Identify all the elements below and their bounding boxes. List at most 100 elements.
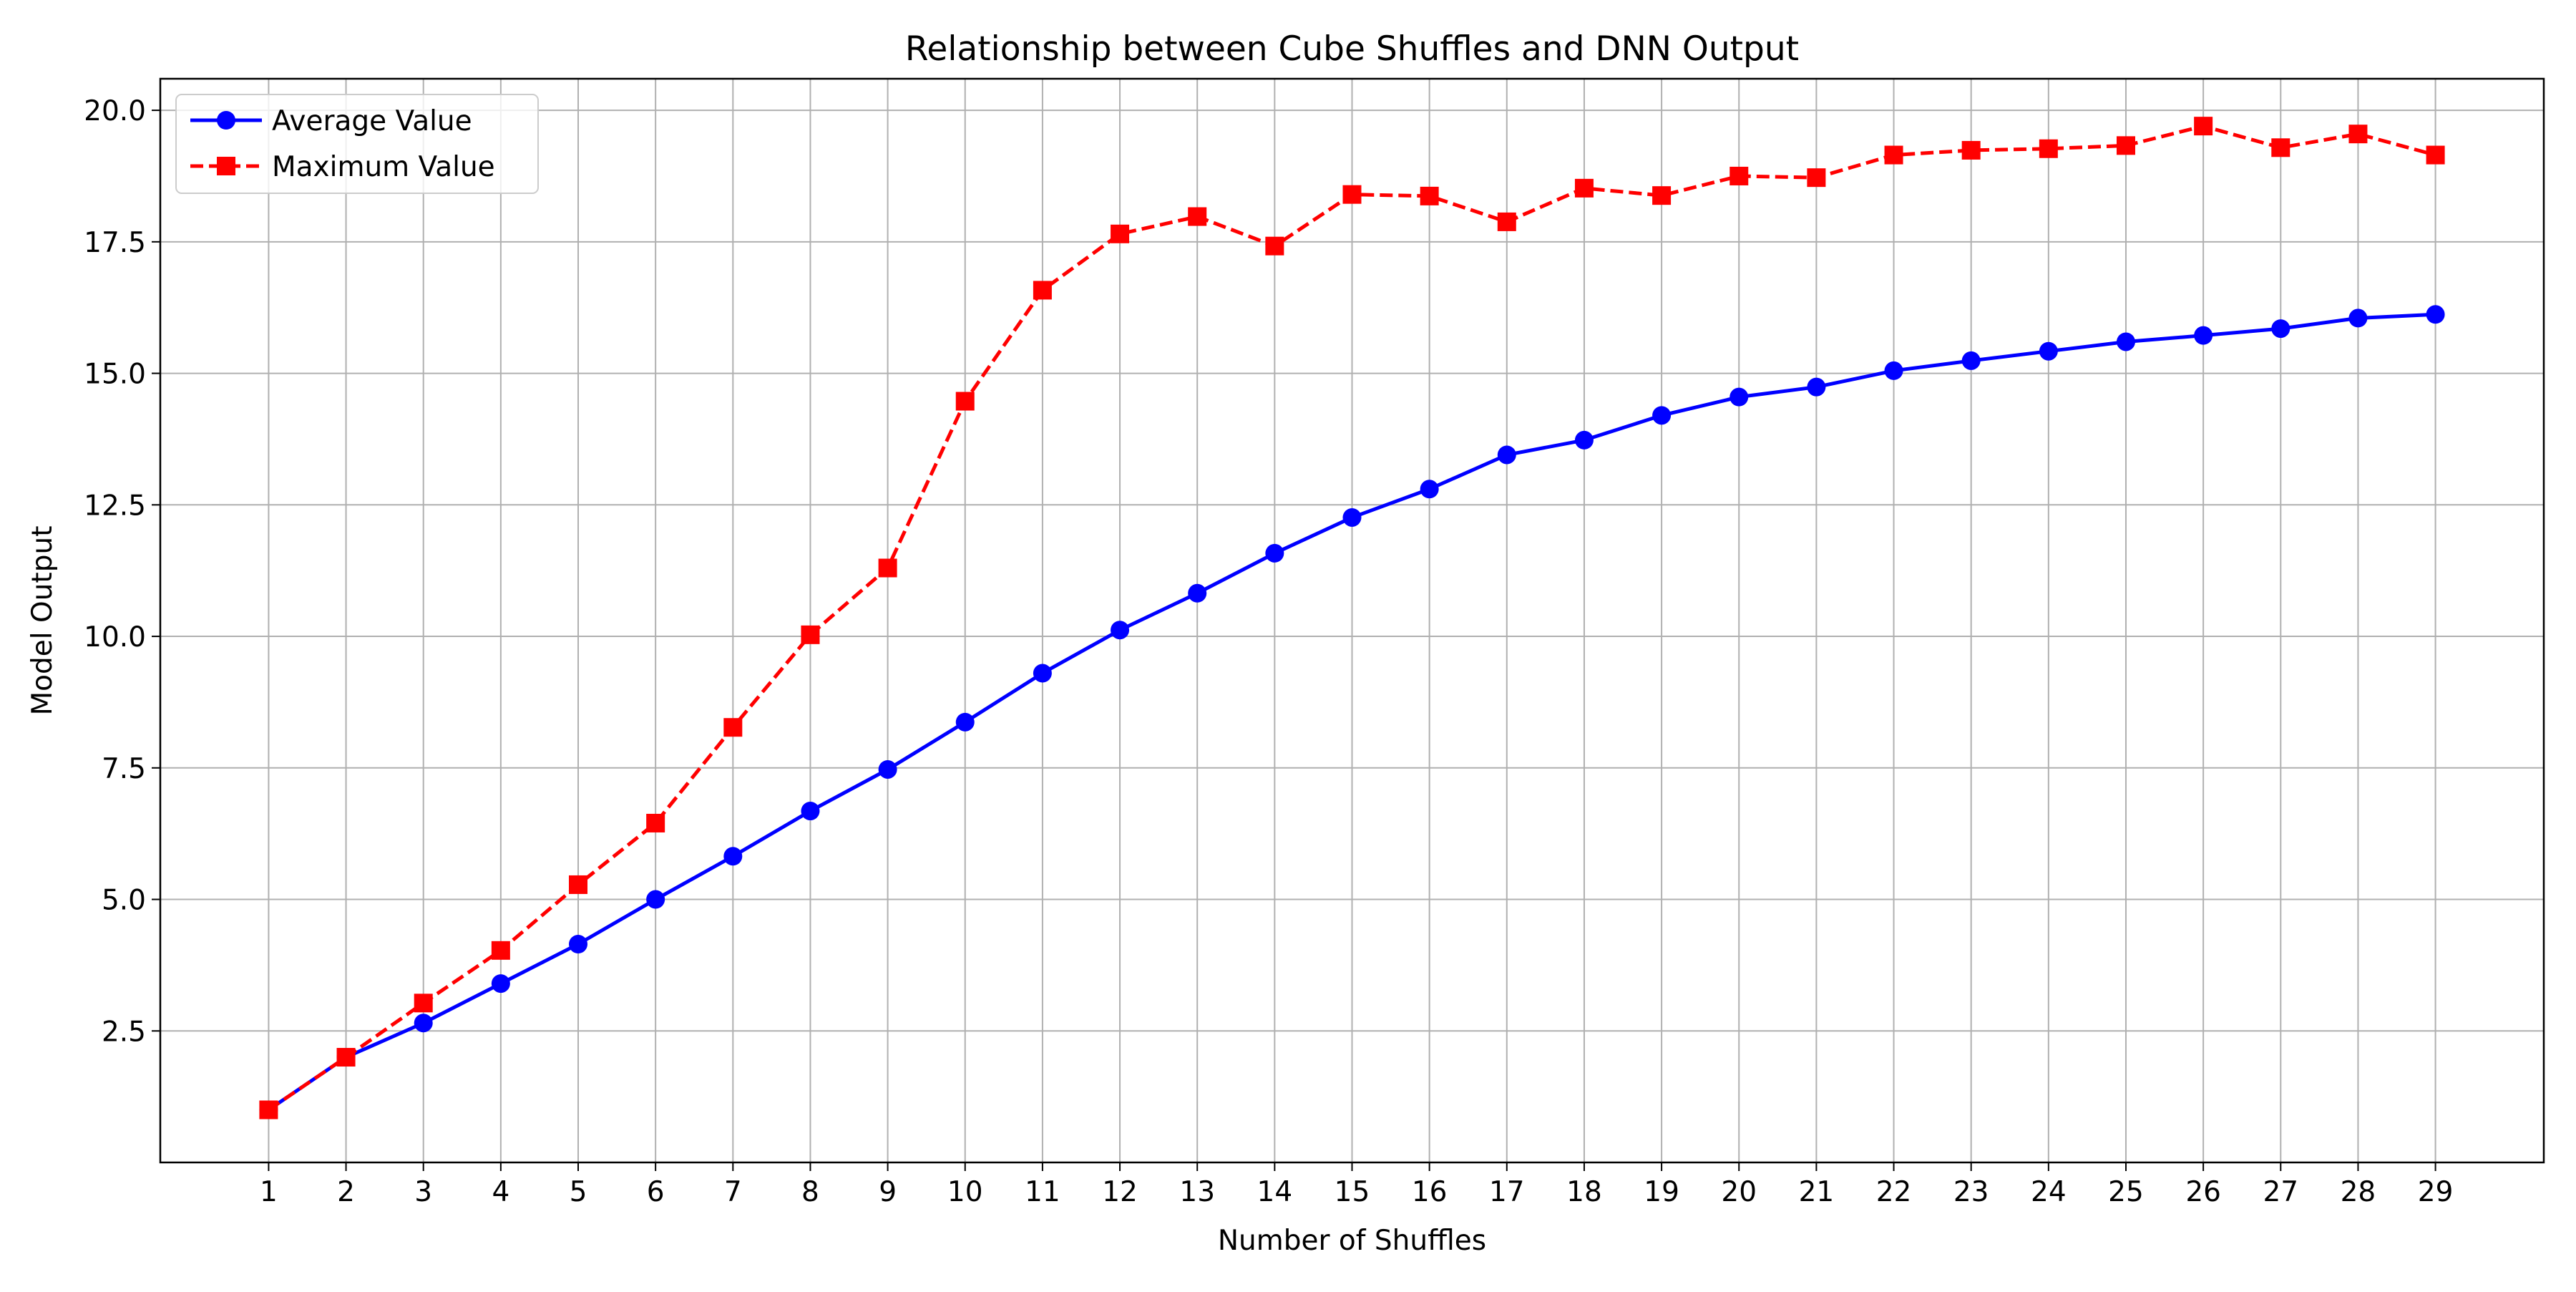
x-tick-label: 28: [2341, 1176, 2376, 1208]
data-point-maximum: [1652, 186, 1672, 205]
x-tick-label: 7: [724, 1176, 742, 1208]
data-point-average: [723, 847, 743, 866]
data-point-average: [2271, 319, 2290, 339]
x-tick-label: 23: [1953, 1176, 1989, 1208]
data-point-average: [878, 759, 897, 779]
x-tick-label: 20: [1721, 1176, 1757, 1208]
x-tick-label: 15: [1335, 1176, 1370, 1208]
data-point-average: [2039, 341, 2058, 361]
y-tick-label: 17.5: [84, 227, 146, 259]
data-point-maximum: [1420, 186, 1439, 205]
x-tick-label: 2: [337, 1176, 355, 1208]
data-point-maximum: [2271, 138, 2290, 157]
x-tick-label: 16: [1412, 1176, 1448, 1208]
x-tick-label: 29: [2418, 1176, 2454, 1208]
x-tick-label: 3: [414, 1176, 432, 1208]
x-tick-label: 24: [2031, 1176, 2067, 1208]
data-point-maximum: [259, 1100, 278, 1119]
data-point-average: [569, 934, 588, 953]
data-point-maximum: [2194, 117, 2213, 136]
data-point-average: [1342, 507, 1362, 527]
y-tick-label: 2.5: [102, 1016, 146, 1048]
y-tick-label: 12.5: [84, 490, 146, 522]
data-point-average: [1729, 387, 1749, 407]
chart-title: Relationship between Cube Shuffles and D…: [905, 29, 1799, 69]
y-tick-label: 7.5: [102, 753, 146, 785]
x-tick-label: 1: [260, 1176, 278, 1208]
data-point-maximum: [1961, 140, 1981, 160]
x-axis-ticks: 1 2 3 4 5 6 7 8 9 10 11 12 13 14 15 16 17 18 19 20 21 22 23 24 2…: [260, 1162, 2453, 1208]
data-point-average: [491, 974, 510, 994]
data-point-maximum: [2348, 125, 2368, 144]
data-point-average: [801, 802, 820, 821]
x-tick-label: 14: [1257, 1176, 1293, 1208]
legend-box: [175, 94, 539, 194]
data-point-maximum: [336, 1048, 356, 1067]
x-tick-label: 17: [1489, 1176, 1525, 1208]
x-tick-label: 26: [2185, 1176, 2221, 1208]
data-point-maximum: [955, 392, 975, 411]
data-point-average: [2194, 326, 2213, 345]
data-point-maximum: [1729, 166, 1749, 185]
data-point-average: [2116, 332, 2135, 351]
data-point-maximum: [2039, 139, 2058, 158]
y-axis-ticks: 2.5 5.0 7.5 10.0 12.5 15.0 17.5 20.0: [84, 95, 160, 1048]
legend-label-average: Average Value: [272, 105, 472, 137]
data-point-average: [1884, 361, 1903, 380]
data-point-average: [1807, 377, 1826, 397]
data-point-maximum: [1807, 168, 1826, 188]
y-axis-label: Model Output: [26, 526, 59, 716]
data-point-maximum: [2116, 136, 2135, 155]
x-tick-label: 27: [2263, 1176, 2298, 1208]
data-point-average: [1961, 351, 1981, 370]
x-tick-label: 8: [801, 1176, 819, 1208]
x-tick-label: 4: [492, 1176, 509, 1208]
data-point-average: [1497, 445, 1516, 465]
legend-item-maximum: Maximum Value: [190, 151, 495, 183]
x-tick-label: 18: [1566, 1176, 1602, 1208]
x-tick-label: 10: [947, 1176, 983, 1208]
data-point-average: [1111, 621, 1130, 640]
data-point-maximum: [878, 558, 897, 578]
legend-item-average: Average Value: [190, 105, 472, 137]
data-point-maximum: [1574, 178, 1594, 198]
data-point-average: [1033, 664, 1052, 683]
data-point-maximum: [1884, 145, 1903, 165]
legend-marker-average: [217, 111, 235, 130]
data-point-maximum: [1497, 212, 1516, 231]
data-point-maximum: [1188, 207, 1207, 226]
data-point-maximum: [1265, 236, 1284, 256]
data-point-average: [1265, 543, 1284, 563]
data-point-average: [2426, 305, 2445, 324]
data-point-average: [1574, 430, 1594, 450]
x-tick-label: 5: [570, 1176, 587, 1208]
data-point-maximum: [2426, 145, 2445, 165]
x-tick-label: 19: [1644, 1176, 1679, 1208]
x-tick-label: 11: [1025, 1176, 1060, 1208]
legend-marker-maximum: [217, 157, 235, 175]
x-axis-label: Number of Shuffles: [1218, 1225, 1486, 1257]
grid: [160, 79, 2544, 1162]
data-point-average: [2348, 309, 2368, 328]
legend-label-maximum: Maximum Value: [272, 151, 495, 183]
data-point-maximum: [801, 625, 820, 644]
data-point-maximum: [491, 941, 510, 960]
x-tick-label: 13: [1179, 1176, 1215, 1208]
x-tick-label: 25: [2108, 1176, 2144, 1208]
data-point-average: [955, 712, 975, 732]
y-tick-label: 20.0: [84, 95, 146, 127]
data-point-maximum: [1111, 224, 1130, 243]
data-point-maximum: [569, 875, 588, 894]
series-layer: [259, 117, 2445, 1119]
y-tick-label: 5.0: [102, 885, 146, 917]
data-point-average: [646, 890, 665, 909]
x-tick-label: 22: [1876, 1176, 1912, 1208]
data-point-maximum: [723, 718, 743, 737]
data-point-maximum: [1342, 185, 1362, 204]
x-tick-label: 9: [879, 1176, 897, 1208]
data-point-average: [1652, 406, 1672, 425]
x-tick-label: 21: [1799, 1176, 1835, 1208]
